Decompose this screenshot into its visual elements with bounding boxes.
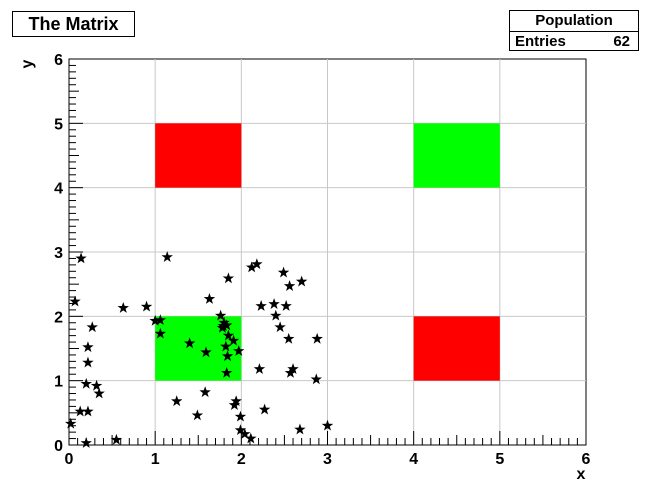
stats-entries-label: Entries (515, 33, 566, 50)
cell-red (155, 123, 242, 188)
y-tick-label: 1 (54, 374, 63, 391)
data-point-star (183, 337, 196, 349)
data-point-star (280, 300, 292, 311)
data-point-star (80, 377, 92, 389)
data-point-star (86, 321, 98, 333)
data-point-star (93, 387, 105, 399)
data-point-star (171, 395, 183, 407)
data-point-star (74, 405, 86, 417)
x-tick-label: 5 (495, 451, 504, 468)
data-point-star (258, 403, 271, 415)
data-point-star (310, 373, 322, 385)
y-tick-label: 2 (54, 309, 63, 326)
x-tick-label: 6 (582, 451, 591, 468)
data-point-star (294, 423, 306, 435)
stats-entries-row: Entries 62 (510, 32, 638, 51)
data-point-star (149, 314, 161, 326)
data-point-star (214, 309, 227, 321)
x-tick-label: 4 (409, 451, 418, 468)
data-point-star (110, 433, 123, 445)
data-point-star (69, 295, 81, 307)
data-point-star (255, 300, 267, 311)
cell-red (413, 316, 500, 381)
data-point-star (221, 350, 234, 362)
data-point-star (191, 409, 204, 421)
cells (155, 123, 500, 381)
x-tick-label: 2 (237, 451, 246, 468)
data-point-star (245, 432, 257, 444)
data-point-star (277, 266, 290, 278)
x-tick-label: 1 (151, 451, 160, 468)
data-point-star (234, 424, 247, 436)
data-point-star (220, 319, 233, 331)
data-point-star (199, 386, 211, 398)
data-point-star (239, 428, 251, 439)
data-point-star (203, 292, 216, 304)
data-point-star (220, 340, 232, 352)
y-tick-label: 0 (54, 438, 63, 455)
data-point-star (154, 314, 167, 326)
data-point-star (140, 300, 153, 312)
data-point-star (154, 327, 167, 339)
data-point-star (268, 298, 280, 309)
data-point-star (251, 258, 263, 270)
data-point-star (75, 252, 87, 264)
stats-title: Population (510, 11, 638, 32)
data-point-star (283, 280, 296, 291)
data-point-star (234, 410, 247, 422)
x-tick-label: 3 (323, 451, 332, 468)
x-tick-label: 0 (65, 451, 74, 468)
stats-entries-value: 62 (613, 33, 630, 50)
data-point-star (82, 341, 94, 353)
data-point-star (220, 366, 233, 378)
data-point-star (321, 419, 334, 431)
data-point-star (218, 316, 230, 328)
stats-box: Population Entries 62 (509, 10, 639, 51)
data-point-star (287, 363, 299, 374)
data-point-star (80, 437, 92, 448)
y-tick-label: 6 (54, 52, 63, 69)
x-axis-label: x (577, 466, 586, 483)
data-point-star (274, 321, 286, 333)
data-point-star (82, 405, 94, 417)
y-tick-label: 4 (54, 181, 63, 198)
data-point-star (283, 332, 295, 344)
data-point-star (245, 261, 258, 273)
data-point-star (222, 272, 235, 284)
cell-green (413, 123, 500, 188)
grid (69, 59, 586, 445)
data-point-star (253, 363, 266, 374)
data-point-star (270, 309, 282, 321)
data-point-star (82, 356, 94, 368)
chart-title: The Matrix (12, 11, 135, 37)
data-point-star (117, 301, 129, 313)
data-point-star (311, 332, 323, 344)
data-point-star (65, 417, 77, 429)
data-point-star (90, 379, 103, 391)
data-point-star (227, 334, 240, 346)
data-point-star (230, 395, 242, 407)
data-point-star (295, 275, 308, 287)
data-point-star (222, 329, 235, 341)
y-axis-label: y (19, 59, 36, 68)
axes: 0 1 2 3 4 5 6 0 1 2 3 4 5 6 (54, 52, 590, 468)
data-point-star (200, 346, 212, 358)
y-tick-label: 3 (54, 245, 63, 262)
data-point-star (217, 319, 229, 331)
data-point-star (233, 345, 245, 356)
data-point-star (161, 251, 173, 262)
points (65, 251, 334, 448)
y-tick-label: 5 (54, 116, 63, 133)
